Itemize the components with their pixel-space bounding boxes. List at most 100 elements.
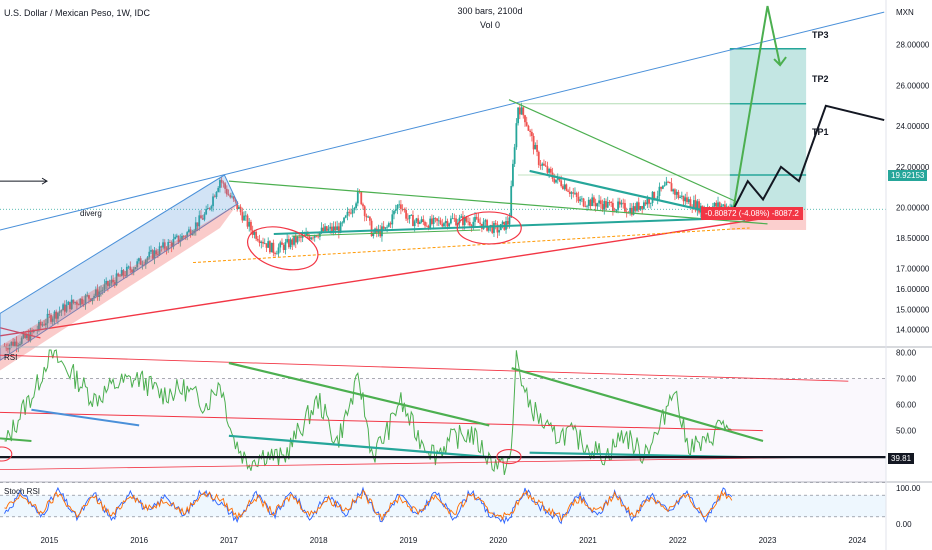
price-candle xyxy=(568,191,571,194)
rsi-tick-label: 50.00 xyxy=(896,427,917,436)
price-candle xyxy=(381,226,383,237)
price-candle xyxy=(393,210,395,215)
price-candle xyxy=(630,207,633,215)
price-candle xyxy=(437,220,440,222)
support-trend-line[interactable] xyxy=(273,216,741,236)
trend-line[interactable] xyxy=(291,229,481,237)
time-tick-label: 2024 xyxy=(848,536,866,545)
price-candle xyxy=(79,298,82,305)
price-candle xyxy=(279,242,282,248)
price-candle xyxy=(629,207,632,214)
price-tick-label: 20.00000 xyxy=(896,204,930,213)
price-candle xyxy=(722,204,725,206)
rsi-trend-line[interactable] xyxy=(0,456,858,470)
price-candle xyxy=(670,183,673,192)
drawing-layer[interactable] xyxy=(0,5,886,371)
rsi-trend-line[interactable] xyxy=(511,367,764,443)
price-candle xyxy=(686,197,688,202)
price-candle xyxy=(296,236,299,243)
support-trend-line[interactable] xyxy=(0,327,41,339)
rsi-trend-line[interactable] xyxy=(0,354,849,382)
resistance-trend-line[interactable] xyxy=(508,99,737,203)
projection-line[interactable] xyxy=(192,227,750,264)
support-trend-line[interactable] xyxy=(0,215,782,337)
price-candle xyxy=(639,206,642,210)
price-candle xyxy=(167,241,170,250)
price-candle xyxy=(451,218,454,220)
stoch-rsi-title[interactable]: Stoch RSI xyxy=(4,487,41,496)
resistance-trend-line[interactable] xyxy=(228,180,768,225)
price-candle xyxy=(301,235,304,238)
price-candle xyxy=(262,241,264,244)
stoch-rsi-pane[interactable] xyxy=(0,486,886,525)
price-candle xyxy=(534,145,537,150)
price-candle xyxy=(460,216,463,218)
price-candle xyxy=(370,220,373,237)
price-candle xyxy=(12,341,15,346)
price-candle xyxy=(65,304,68,312)
price-candle xyxy=(417,218,420,224)
price-candle xyxy=(541,163,544,166)
price-candle xyxy=(77,304,80,306)
price-candle xyxy=(394,209,397,211)
price-candle xyxy=(194,222,197,231)
ascending-channel-lower[interactable] xyxy=(0,203,238,371)
rsi-trend-line[interactable] xyxy=(228,361,490,427)
price-candle xyxy=(720,205,723,208)
price-candle xyxy=(391,214,394,225)
price-candle xyxy=(20,337,23,344)
rsi-title[interactable]: RSI xyxy=(4,353,18,362)
price-candle xyxy=(196,222,199,227)
rsi-pane[interactable] xyxy=(0,349,886,483)
price-candle xyxy=(462,216,464,226)
price-candle xyxy=(424,222,426,226)
long-position-target-zone[interactable] xyxy=(729,48,807,210)
price-candle xyxy=(93,295,96,299)
price-candle xyxy=(346,211,349,216)
price-candle xyxy=(119,275,121,277)
price-candle xyxy=(188,229,190,233)
price-candle xyxy=(331,226,333,232)
highlight-circle[interactable] xyxy=(243,220,323,277)
projection-arrow[interactable] xyxy=(732,5,782,210)
price-candle xyxy=(177,235,180,242)
price-candle xyxy=(475,216,478,219)
rsi-highlight-circle[interactable] xyxy=(0,446,13,462)
price-candle xyxy=(575,192,578,198)
long-trend-line[interactable] xyxy=(0,11,885,231)
projected-path[interactable] xyxy=(732,104,885,210)
price-candle xyxy=(425,225,428,227)
price-pane[interactable] xyxy=(3,102,733,354)
stoch-d-line[interactable] xyxy=(4,489,733,522)
highlight-circle[interactable] xyxy=(456,211,522,245)
price-candle xyxy=(596,203,599,207)
price-candle xyxy=(58,311,61,313)
price-candle xyxy=(160,246,163,248)
time-tick-label: 2016 xyxy=(130,536,148,545)
rsi-trend-line[interactable] xyxy=(228,434,490,459)
price-candle xyxy=(27,334,30,342)
price-candle xyxy=(243,215,245,221)
rsi-highlight-circle[interactable] xyxy=(496,449,522,465)
price-candle xyxy=(124,275,127,277)
price-candle xyxy=(41,324,44,326)
price-candle xyxy=(24,333,27,339)
price-candle xyxy=(217,187,220,192)
rsi-trend-line[interactable] xyxy=(31,408,140,427)
price-candle xyxy=(75,302,78,305)
price-candle xyxy=(470,225,473,227)
price-candle xyxy=(141,264,144,266)
price-candle xyxy=(220,180,223,183)
rsi-trend-line[interactable] xyxy=(0,411,764,432)
ascending-channel[interactable] xyxy=(0,174,239,361)
projection-arrowhead-icon xyxy=(773,56,787,67)
price-candle xyxy=(88,295,90,299)
price-candle xyxy=(486,220,488,231)
price-candle xyxy=(415,218,418,222)
price-candle xyxy=(222,182,225,184)
symbol-title[interactable]: U.S. Dollar / Mexican Peso, 1W, IDC xyxy=(4,8,151,18)
price-candle xyxy=(718,202,721,208)
price-candle xyxy=(343,217,345,223)
rsi-trend-line[interactable] xyxy=(0,437,32,442)
